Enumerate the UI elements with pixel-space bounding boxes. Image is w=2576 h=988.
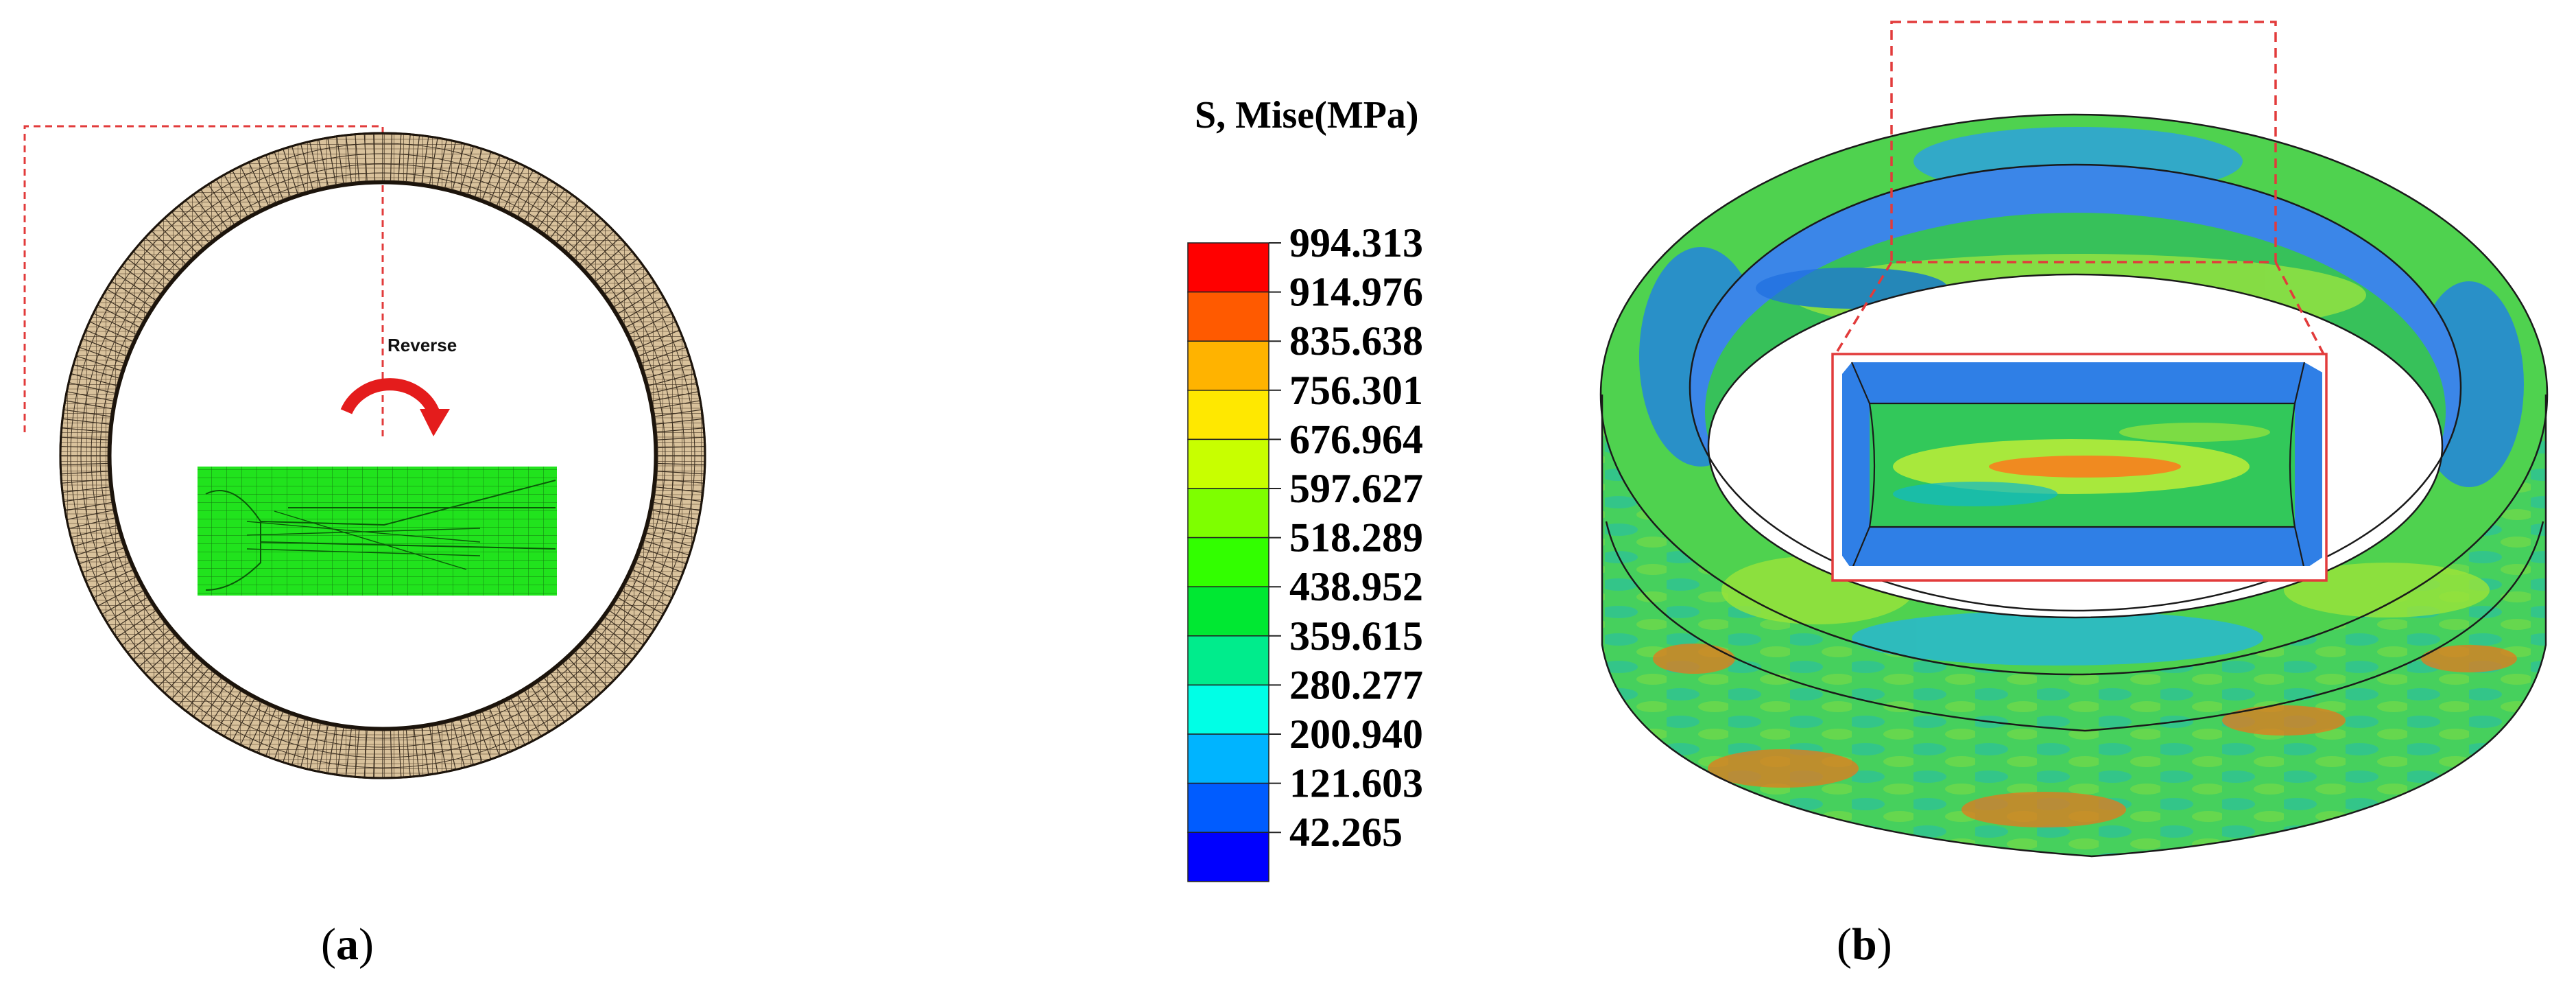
legend-value: 676.964	[1289, 416, 1423, 462]
reverse-label: Reverse	[387, 335, 457, 355]
caption-b: (b)	[1837, 919, 1892, 969]
legend-value: 359.615	[1289, 613, 1423, 659]
guide-lines	[23, 125, 384, 436]
meshed-ring	[59, 132, 706, 779]
legend-band	[1187, 390, 1269, 440]
legend-band	[1187, 832, 1269, 882]
legend-band	[1187, 242, 1269, 293]
legend-band	[1187, 586, 1269, 637]
legend-band	[1187, 733, 1269, 784]
legend-value: 438.952	[1289, 564, 1423, 609]
legend-value: 994.313	[1289, 220, 1423, 266]
legend-value: 597.627	[1289, 466, 1423, 511]
legend-value: 42.265	[1289, 810, 1403, 855]
legend-value: 121.603	[1289, 761, 1423, 806]
legend-value: 914.976	[1289, 270, 1423, 315]
legend-value: 280.277	[1289, 662, 1423, 707]
legend-value: 200.940	[1289, 711, 1423, 757]
legend-value: 835.638	[1289, 318, 1423, 364]
zoom-region	[1833, 21, 2326, 357]
legend-band	[1187, 684, 1269, 735]
legend-band	[1187, 438, 1269, 489]
legend-band	[1187, 537, 1269, 587]
panel-b: (b)	[1599, 21, 2549, 969]
ring-cross-section	[198, 467, 557, 596]
legend-band	[1187, 488, 1269, 539]
legend-band	[1187, 340, 1269, 391]
legend-value: 756.301	[1289, 368, 1423, 413]
legend-band	[1187, 635, 1269, 686]
caption-a: (a)	[321, 919, 374, 969]
legend-band	[1187, 782, 1269, 833]
legend-color-bar	[1187, 242, 1269, 882]
legend-value: 518.289	[1289, 515, 1423, 561]
legend-band	[1187, 291, 1269, 342]
legend-labels: 994.313914.976835.638756.301676.964597.6…	[1269, 220, 1423, 855]
legend-title: S, Mise(MPa)	[1195, 94, 1419, 137]
inset-detail	[1831, 353, 2328, 582]
stress-legend: S, Mise(MPa) 994.313914.976835.638756.30…	[1187, 94, 1423, 882]
panel-a: Reverse (a)	[23, 125, 706, 969]
reverse-arrow-icon	[340, 378, 450, 436]
